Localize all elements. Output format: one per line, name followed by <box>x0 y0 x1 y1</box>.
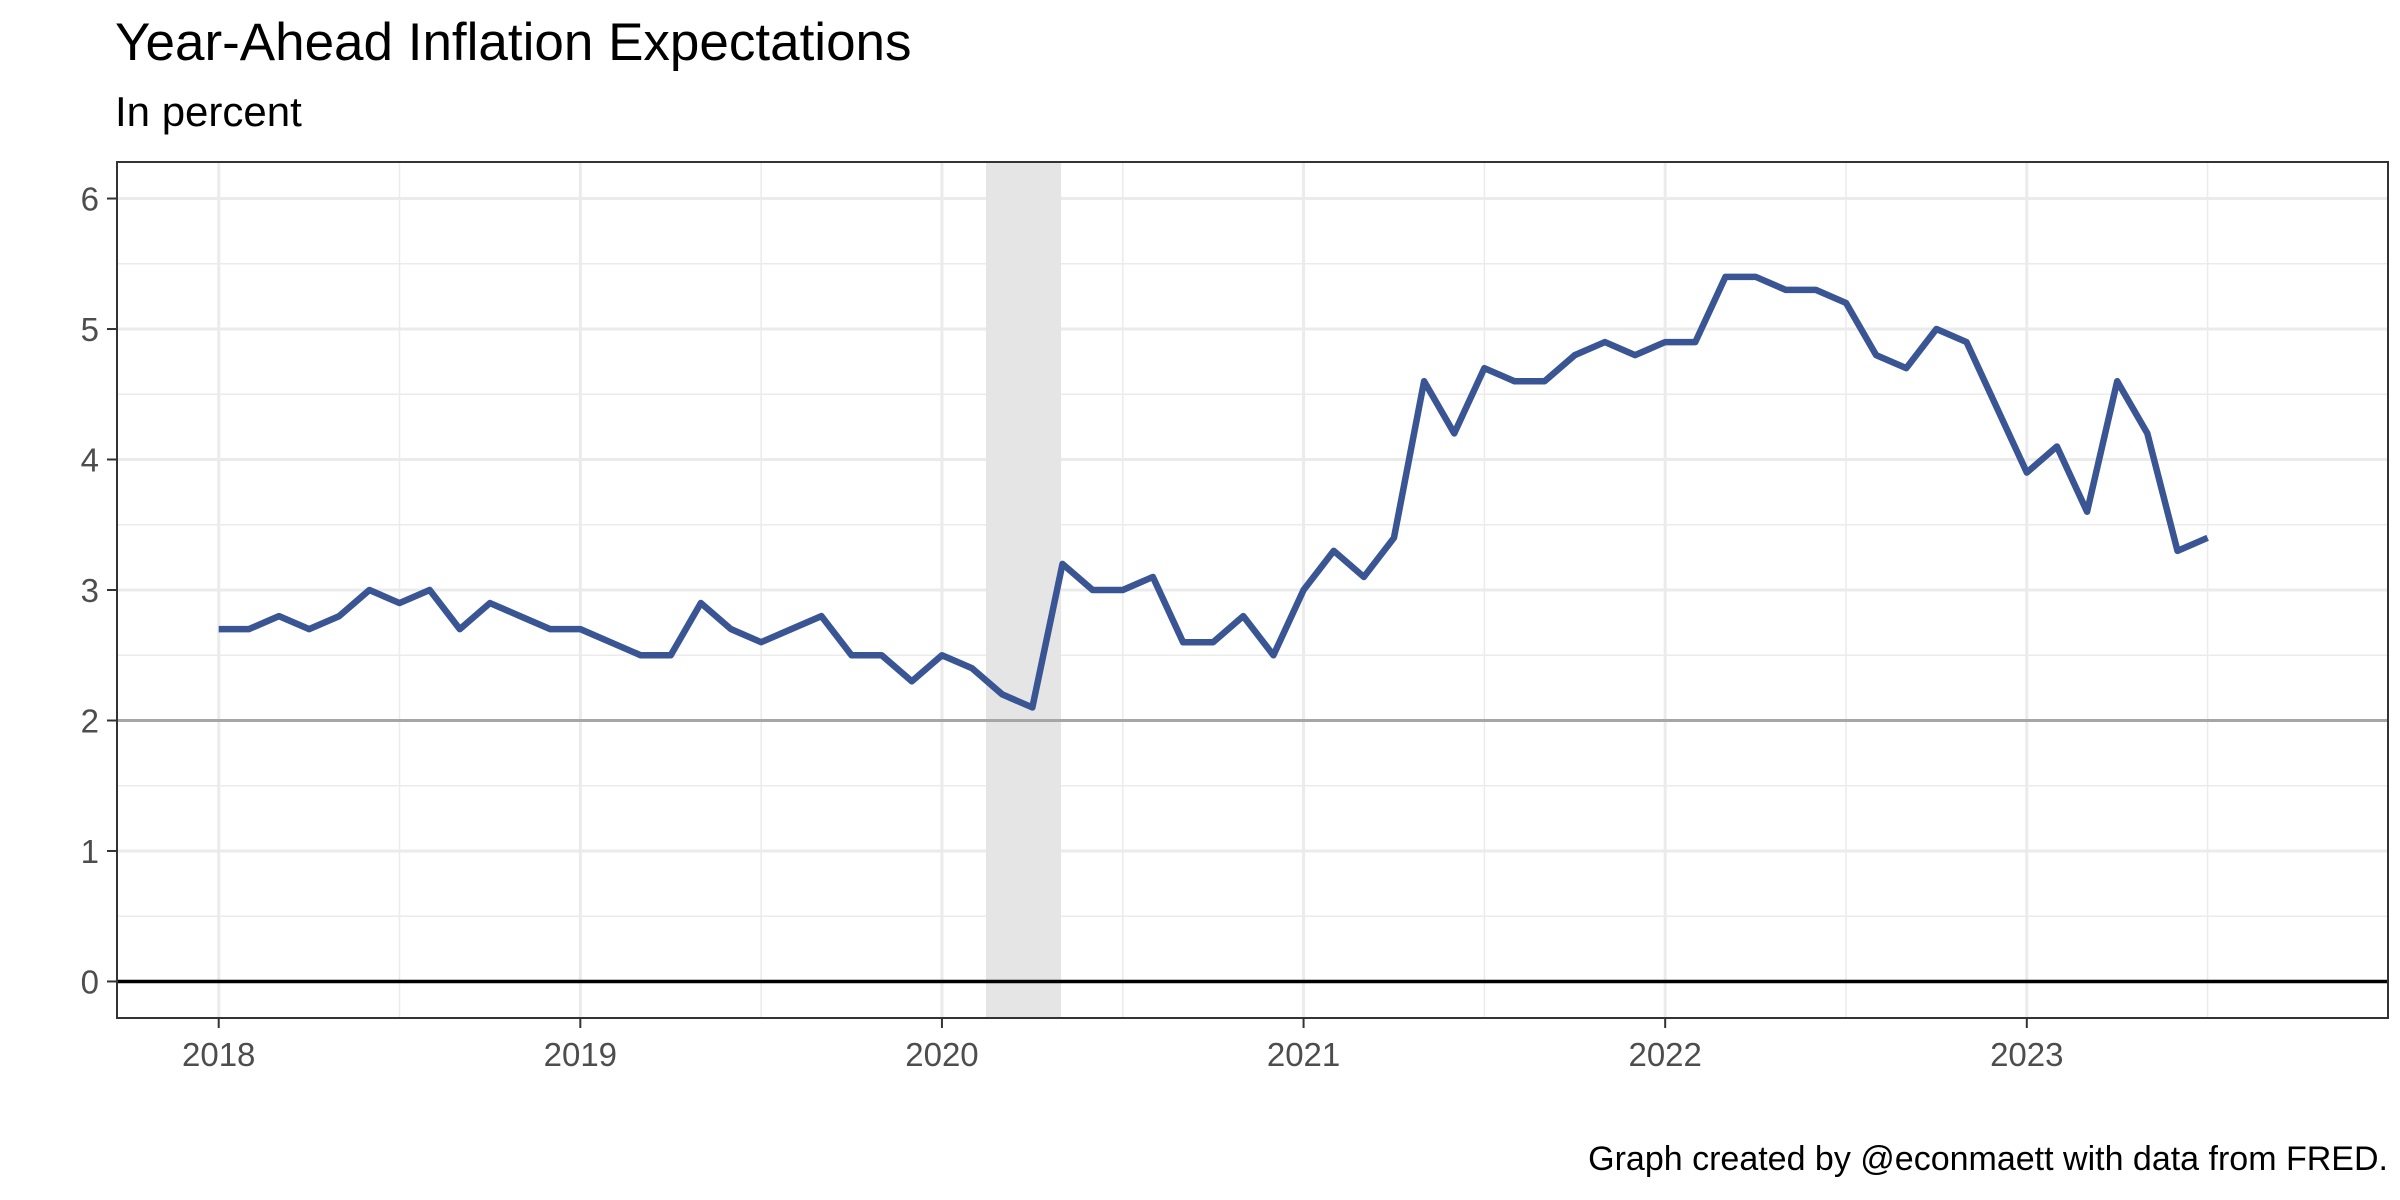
shaded-regions <box>985 162 1062 1018</box>
chart-title: Year-Ahead Inflation Expectations <box>115 13 912 72</box>
x-tick-label: 2021 <box>1267 1036 1340 1073</box>
y-tick-label: 4 <box>81 442 99 479</box>
series-group <box>218 273 2209 711</box>
y-tick-label: 6 <box>81 181 99 218</box>
axis-ticks: 2018 2019 2020 2021 2022 2023 0 1 2 3 4 5 6 <box>81 181 2064 1073</box>
x-tick-label: 2020 <box>905 1036 978 1073</box>
chart-caption: Graph created by @econmaett with data fr… <box>1588 1140 2388 1178</box>
y-tick-label: 5 <box>81 311 99 348</box>
y-tick-label: 2 <box>81 702 99 739</box>
x-tick-label: 2023 <box>1990 1036 2063 1073</box>
reference-lines <box>117 718 2388 984</box>
series-line <box>218 273 2209 711</box>
y-tick-label: 1 <box>81 833 99 870</box>
y-tick-label: 0 <box>81 963 99 1000</box>
shaded-region <box>985 162 1062 1018</box>
x-tick-label: 2018 <box>182 1036 255 1073</box>
x-tick-label: 2019 <box>544 1036 617 1073</box>
y-tick-label: 3 <box>81 572 99 609</box>
chart-subtitle: In percent <box>115 88 302 135</box>
grid-lines <box>117 162 2388 1018</box>
x-tick-label: 2022 <box>1628 1036 1701 1073</box>
